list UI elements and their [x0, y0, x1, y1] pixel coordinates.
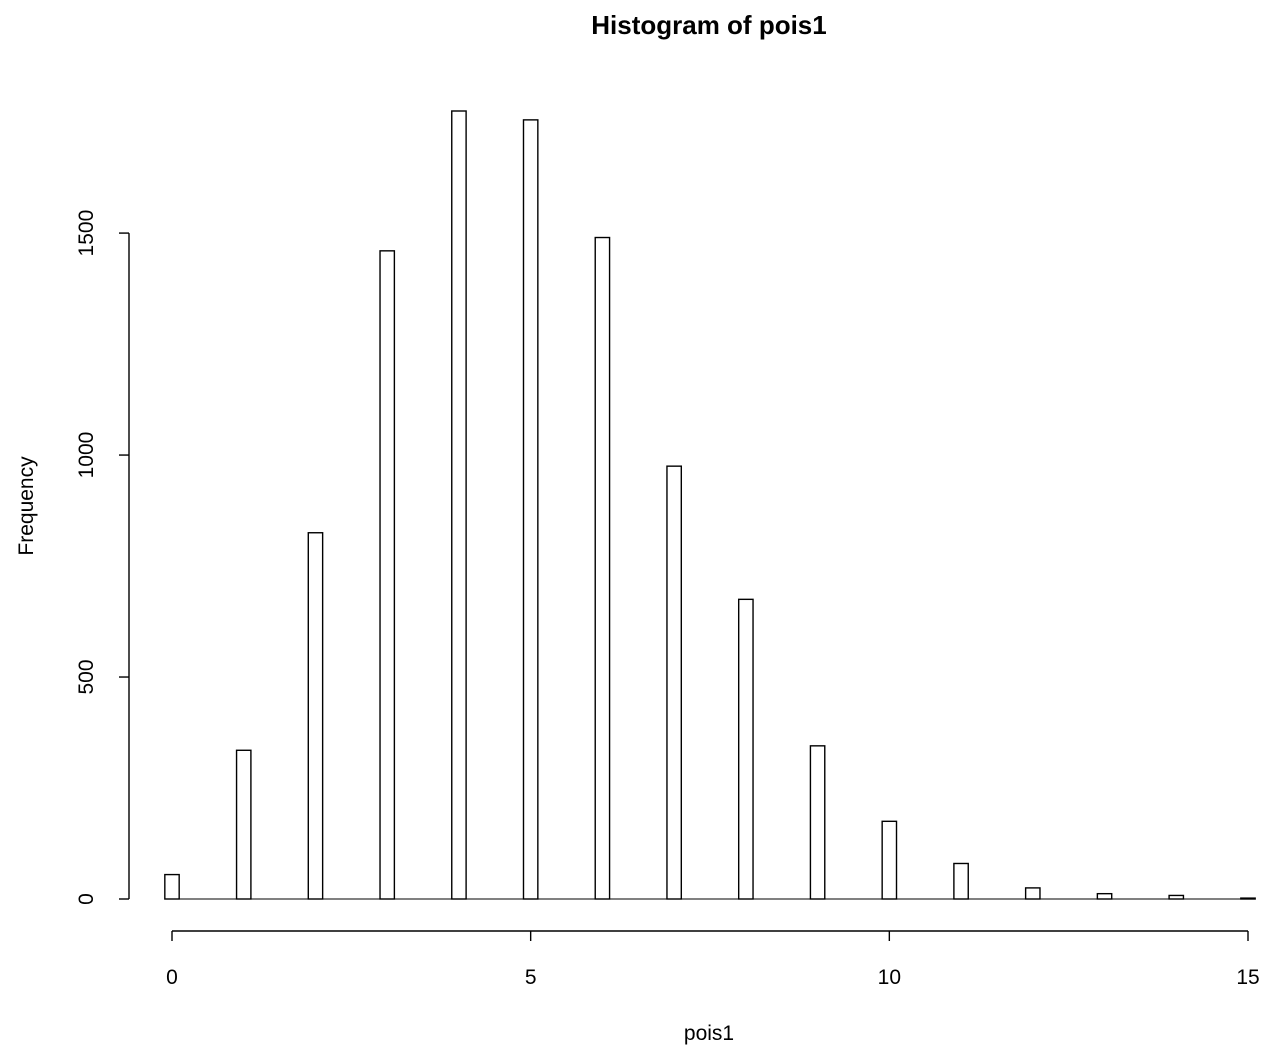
x-axis-label: pois1: [684, 1022, 734, 1045]
histogram-bar: [379, 250, 396, 900]
y-axis: 0 500 1000 1500: [75, 210, 130, 905]
y-axis-label: Frequency: [15, 456, 38, 556]
x-tick-label: 5: [525, 966, 537, 989]
x-axis: 0 5 10 15: [166, 930, 1260, 989]
chart-title: Histogram of pois1: [591, 10, 826, 40]
histogram-bar: [451, 110, 467, 900]
x-tick-label: 0: [166, 966, 178, 989]
histogram-bar: [881, 820, 898, 900]
histogram-bar: [1024, 887, 1041, 900]
y-tick-label: 0: [75, 893, 98, 905]
histogram-bar: [522, 119, 539, 900]
x-tick-label: 10: [878, 966, 901, 989]
histogram-bar: [1096, 892, 1113, 900]
histogram-bar: [953, 862, 969, 900]
x-tick-label: 15: [1236, 966, 1259, 989]
histogram-bar: [666, 465, 683, 900]
histogram-bar: [1168, 894, 1185, 900]
histogram-bar: [737, 598, 754, 900]
histogram-bar: [307, 532, 324, 900]
histogram-bar: [235, 749, 252, 900]
bars-group: [164, 110, 1256, 900]
histogram-bar: [594, 236, 611, 900]
y-tick-label: 1000: [75, 432, 98, 479]
histogram-bar: [809, 745, 826, 900]
histogram-bar: [164, 873, 180, 900]
y-tick-label: 500: [75, 660, 98, 695]
y-tick-label: 1500: [75, 210, 98, 257]
